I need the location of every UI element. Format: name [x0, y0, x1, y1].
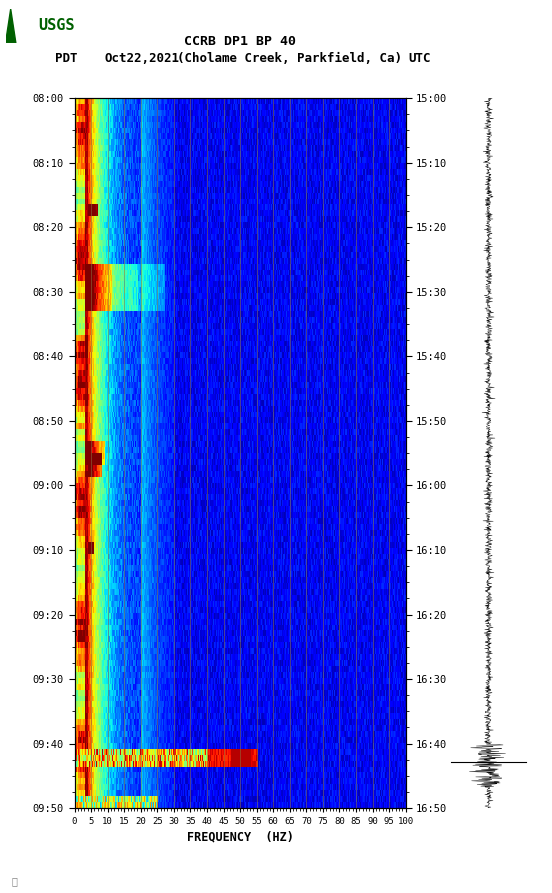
Polygon shape [6, 9, 16, 43]
Text: (Cholame Creek, Parkfield, Ca): (Cholame Creek, Parkfield, Ca) [177, 52, 402, 64]
Text: PDT: PDT [55, 52, 78, 64]
Text: UTC: UTC [408, 52, 431, 64]
X-axis label: FREQUENCY  (HZ): FREQUENCY (HZ) [187, 830, 294, 843]
Text: CCRB DP1 BP 40: CCRB DP1 BP 40 [184, 35, 296, 47]
Text: USGS: USGS [38, 19, 75, 33]
Text: Oct22,2021: Oct22,2021 [105, 52, 180, 64]
Text: ॾ: ॾ [11, 876, 17, 886]
